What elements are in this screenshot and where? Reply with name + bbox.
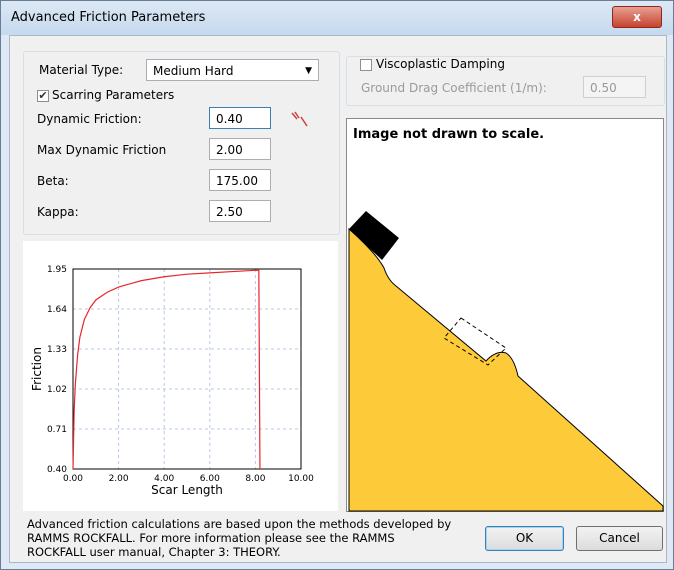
dialog: Advanced Friction Parameters x Material … [0, 0, 674, 570]
y-tick-label: 1.02 [47, 385, 67, 395]
window-title: Advanced Friction Parameters [11, 10, 205, 25]
field-input[interactable]: 2.50 [209, 200, 271, 222]
drag-label: Ground Drag Coefficient (1/m): [361, 81, 547, 95]
viscoplastic-checkbox[interactable] [360, 59, 372, 71]
field-input[interactable]: 2.00 [209, 138, 271, 160]
footer-note: Advanced friction calculations are based… [27, 517, 451, 559]
reset-icon[interactable] [289, 109, 311, 129]
close-button[interactable]: x [612, 6, 662, 28]
slope-image: Image not drawn to scale. [346, 118, 664, 512]
x-axis-label: Scar Length [151, 483, 223, 497]
field-label: Dynamic Friction: [37, 112, 142, 126]
x-tick-label: 10.00 [288, 474, 314, 484]
footer-line: Advanced friction calculations are based… [27, 517, 451, 531]
footer-line: ROCKFALL user manual, Chapter 3: THEORY. [27, 545, 451, 559]
y-tick-label: 1.95 [47, 265, 67, 275]
y-tick-label: 1.33 [47, 345, 67, 355]
field-label: Max Dynamic Friction [37, 143, 166, 157]
ok-button[interactable]: OK [485, 526, 564, 551]
scarring-label: Scarring Parameters [52, 88, 177, 102]
drag-input: 0.50 [583, 76, 646, 98]
y-tick-label: 0.40 [47, 465, 67, 475]
material-value: Medium Hard [153, 64, 234, 78]
x-tick-label: 0.00 [63, 474, 83, 484]
material-label: Material Type: [39, 63, 123, 77]
y-axis-label: Friction [30, 347, 44, 391]
x-tick-label: 8.00 [245, 474, 265, 484]
scarring-checkbox[interactable]: ✔ [37, 90, 49, 102]
field-input[interactable]: 0.40 [209, 107, 271, 129]
cancel-button[interactable]: Cancel [576, 526, 663, 551]
material-combo[interactable]: Medium Hard▼ [146, 59, 319, 81]
viscoplastic-label: Viscoplastic Damping [376, 57, 508, 71]
footer-line: RAMMS ROCKFALL. For more information ple… [27, 531, 451, 545]
y-tick-label: 0.71 [47, 425, 67, 435]
field-label: Beta: [37, 174, 69, 188]
x-tick-label: 2.00 [109, 474, 129, 484]
field-label: Kappa: [37, 205, 79, 219]
y-tick-label: 1.64 [47, 305, 67, 315]
field-input[interactable]: 175.00 [209, 169, 271, 191]
image-note: Image not drawn to scale. [353, 127, 544, 142]
